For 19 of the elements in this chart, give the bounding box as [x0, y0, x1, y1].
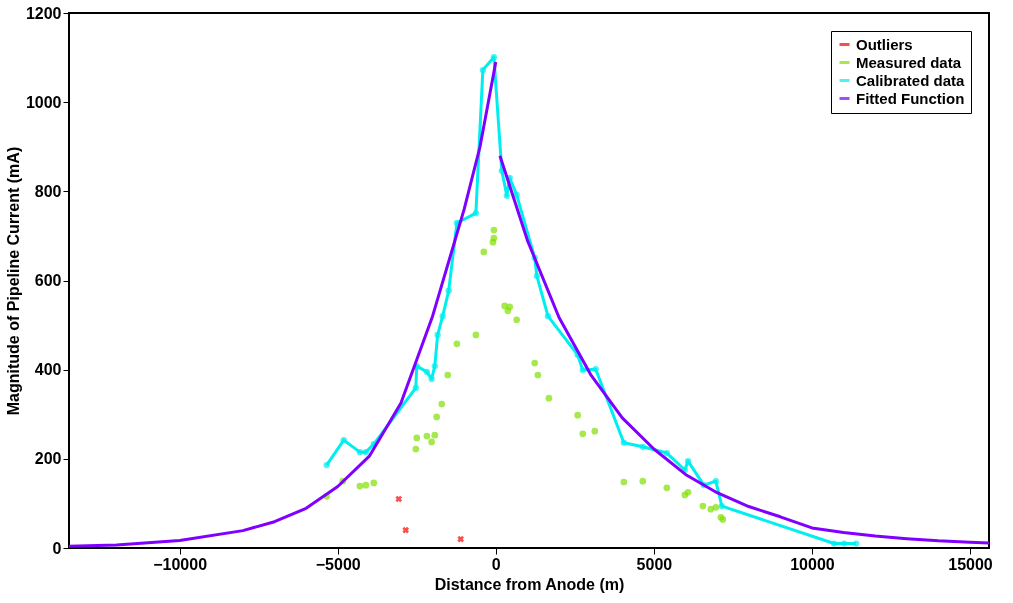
- x-tick-label: −10000: [153, 555, 208, 573]
- legend-label: Measured data: [856, 53, 962, 71]
- y-axis-title: Magnitude of Pipeline Current (mA): [4, 146, 22, 416]
- x-tick-label: −5000: [315, 555, 361, 573]
- y-tick-label: 1000: [25, 93, 62, 111]
- x-tick-label: 10000: [790, 555, 835, 573]
- legend-label: Calibrated data: [856, 71, 966, 89]
- y-tick-label: 600: [34, 272, 62, 289]
- y-tick-label: 800: [34, 182, 62, 200]
- legend-label: Outliers: [856, 35, 913, 53]
- legend-label: Fitted Function: [856, 89, 965, 107]
- x-tick-label: 5000: [636, 555, 673, 573]
- x-tick-label: 0: [491, 555, 501, 573]
- x-tick-label: 15000: [948, 555, 993, 573]
- y-tick-label: 0: [52, 539, 62, 557]
- y-tick-label: 200: [34, 450, 62, 468]
- y-tick-label: 1200: [25, 4, 62, 22]
- y-tick-label: 400: [34, 361, 62, 379]
- x-axis-title: Distance from Anode (m): [434, 575, 625, 593]
